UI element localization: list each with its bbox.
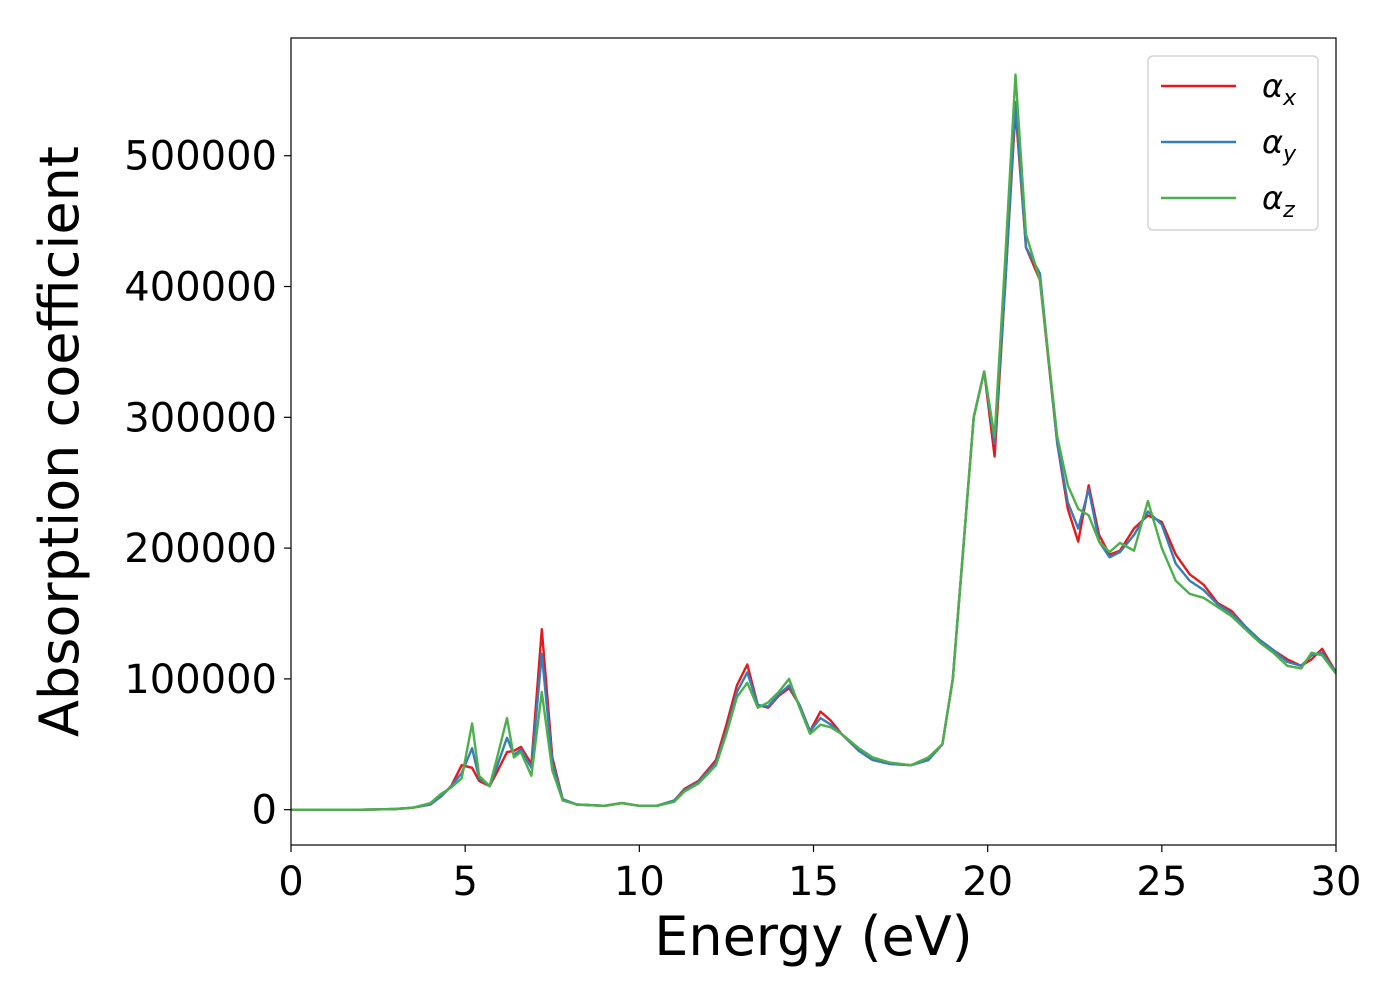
x-tick-label: 25 <box>1136 859 1187 905</box>
x-tick-label: 15 <box>788 859 839 905</box>
x-tick-label: 10 <box>614 859 665 905</box>
legend: αx αy αz <box>1147 55 1319 231</box>
x-axis-title: Energy (eV) <box>654 905 973 968</box>
x-tick-label: 0 <box>278 859 303 905</box>
y-axis: 0 100000 200000 300000 400000 500000 <box>124 134 291 834</box>
y-axis-title: Absorption coefficient <box>28 146 91 737</box>
y-tick-label: 500000 <box>124 134 277 180</box>
series-layer <box>291 73 1336 811</box>
series-line-z <box>291 73 1336 811</box>
y-tick-label: 0 <box>252 788 277 834</box>
legend-label-x: αx <box>1262 67 1297 111</box>
x-tick-label: 30 <box>1311 859 1362 905</box>
series-line-y <box>291 100 1336 811</box>
x-tick-label: 20 <box>962 859 1013 905</box>
y-tick-label: 200000 <box>124 526 277 572</box>
x-tick-label: 5 <box>452 859 477 905</box>
series-line-x <box>291 108 1336 811</box>
y-tick-label: 400000 <box>124 265 277 311</box>
x-axis: 0 5 10 15 20 25 30 <box>278 845 1361 905</box>
legend-label-z: αz <box>1262 179 1295 223</box>
y-tick-label: 100000 <box>124 657 277 703</box>
legend-label-y: αy <box>1262 123 1297 167</box>
y-tick-label: 300000 <box>124 395 277 441</box>
